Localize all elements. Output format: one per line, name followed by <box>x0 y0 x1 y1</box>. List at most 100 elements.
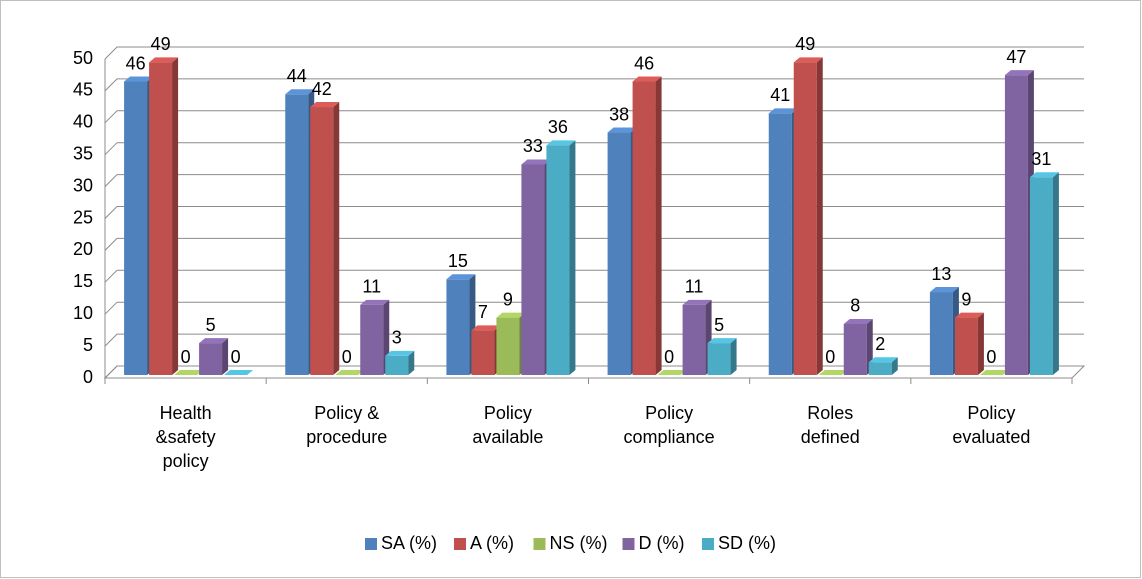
bar-side <box>655 76 662 376</box>
x-tick-line: Health <box>160 403 212 423</box>
value-label: 5 <box>714 315 724 335</box>
value-label: 0 <box>986 347 996 367</box>
bar-top <box>285 89 315 95</box>
value-label: 15 <box>448 251 468 271</box>
bar-top <box>224 370 254 375</box>
bar-top <box>496 312 526 318</box>
value-label: 36 <box>548 117 568 137</box>
y-tick-label: 50 <box>73 48 93 68</box>
grid-line <box>104 269 1084 283</box>
y-tick-label: 5 <box>83 335 93 355</box>
bar-top <box>471 325 501 331</box>
bar <box>149 57 179 375</box>
bar-front <box>607 132 631 375</box>
bar <box>471 325 501 375</box>
bar-side <box>730 338 737 375</box>
bar-top <box>793 57 823 63</box>
bar-front <box>707 343 731 375</box>
bar <box>657 370 687 375</box>
legend-label: SA (%) <box>381 533 437 553</box>
grid-line <box>104 333 1084 347</box>
bar-front <box>124 81 148 376</box>
bar-top <box>632 76 662 82</box>
bar <box>607 127 637 375</box>
bar <box>818 370 848 375</box>
bar <box>1004 70 1034 375</box>
bar-side <box>977 312 984 375</box>
bar-front <box>521 164 545 375</box>
bar <box>793 57 823 375</box>
bar <box>310 102 340 375</box>
value-label: 33 <box>523 136 543 156</box>
bar-side <box>222 338 229 375</box>
x-tick-label: Policy available <box>472 403 543 447</box>
x-tick-line: defined <box>801 427 860 447</box>
bar-top <box>768 108 798 114</box>
value-label: 8 <box>850 296 860 316</box>
value-label: 49 <box>795 34 815 54</box>
bar-side <box>172 57 179 375</box>
bar-top <box>979 370 1009 375</box>
bar-top <box>199 338 229 344</box>
bar-front <box>471 330 495 375</box>
value-label: 0 <box>664 347 674 367</box>
value-label: 9 <box>503 289 513 309</box>
bar-side <box>816 57 823 375</box>
bar-side <box>408 350 415 375</box>
bar-top <box>868 357 898 363</box>
x-tick-line: available <box>472 427 543 447</box>
grid-line <box>104 110 1084 124</box>
value-label: 49 <box>151 34 171 54</box>
value-label: 46 <box>634 53 654 73</box>
bar <box>496 312 526 375</box>
value-label: 42 <box>312 79 332 99</box>
y-tick-label: 40 <box>73 112 93 132</box>
y-tick-label: 30 <box>73 175 93 195</box>
legend-label: NS (%) <box>550 533 608 553</box>
bar-top <box>954 312 984 318</box>
x-tick-line: Policy & <box>314 403 379 423</box>
bar-side <box>333 102 340 375</box>
bar <box>174 370 204 375</box>
bar-front <box>546 145 570 375</box>
value-label: 13 <box>931 264 951 284</box>
value-label: 41 <box>770 85 790 105</box>
x-tick-line: compliance <box>624 427 715 447</box>
bar-side <box>891 357 898 375</box>
bar <box>446 274 476 375</box>
bar-front <box>954 317 978 375</box>
x-tick-label: Policy & procedure <box>306 403 387 447</box>
bar-front <box>682 304 706 375</box>
x-tick-line: evaluated <box>952 427 1030 447</box>
legend-label: SD (%) <box>718 533 776 553</box>
bar <box>385 350 415 375</box>
bar <box>285 89 315 375</box>
value-label: 0 <box>825 347 835 367</box>
bar <box>843 318 873 375</box>
legend-swatch <box>702 538 714 550</box>
bar <box>335 370 365 375</box>
bar <box>224 370 254 375</box>
y-tick-label: 35 <box>73 143 93 163</box>
bar <box>868 357 898 375</box>
value-label: 7 <box>478 302 488 322</box>
bar-front <box>793 62 817 375</box>
y-tick-label: 20 <box>73 239 93 259</box>
bar-top <box>446 274 476 280</box>
legend-swatch <box>622 538 635 550</box>
bar <box>954 312 984 375</box>
grid-line <box>104 237 1084 251</box>
bar-top <box>682 299 712 305</box>
x-tick-line: Policy <box>484 403 532 423</box>
x-tick-line: Policy <box>967 403 1015 423</box>
bar-front <box>632 81 656 376</box>
value-label: 44 <box>287 66 307 86</box>
x-tick-line: procedure <box>306 427 387 447</box>
legend-swatch <box>365 538 377 550</box>
value-label: 11 <box>362 277 381 297</box>
bar-top <box>521 159 551 165</box>
value-label: 0 <box>342 347 352 367</box>
bar-front <box>868 362 892 375</box>
bar-top <box>335 370 365 375</box>
